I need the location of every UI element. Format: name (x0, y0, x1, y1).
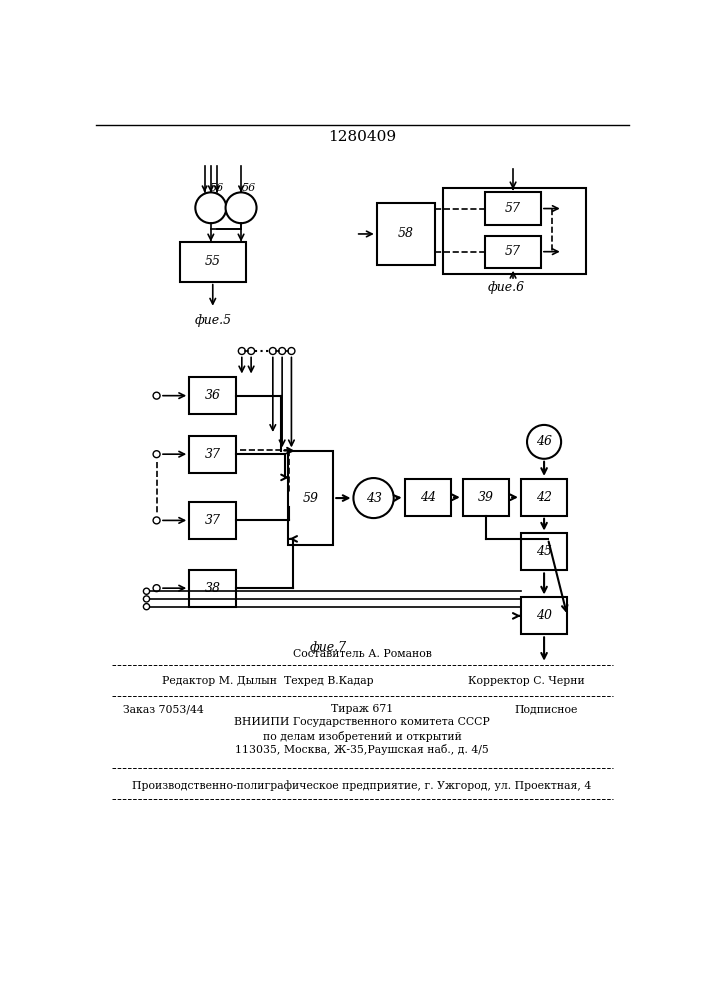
Bar (180, 242, 246, 282)
Text: фие.6: фие.6 (488, 281, 525, 294)
Circle shape (144, 596, 150, 602)
Text: 56: 56 (210, 183, 224, 193)
Bar (521, 479, 567, 516)
Text: 58: 58 (398, 227, 414, 240)
Bar (288, 451, 333, 545)
Text: фие.5: фие.5 (194, 314, 231, 327)
Circle shape (153, 585, 160, 592)
Text: 59: 59 (303, 492, 319, 505)
Bar (485, 192, 541, 225)
Text: фие.7: фие.7 (310, 641, 347, 654)
Bar (462, 479, 509, 516)
Text: Заказ 7053/44: Заказ 7053/44 (123, 704, 204, 714)
Text: Составитель А. Романов: Составитель А. Романов (293, 649, 431, 659)
Circle shape (153, 451, 160, 458)
Bar (404, 479, 451, 516)
Bar (443, 188, 586, 274)
Text: Подписное: Подписное (514, 704, 578, 714)
Text: по делам изобретений и открытий: по делам изобретений и открытий (262, 730, 462, 742)
Bar (485, 235, 541, 268)
Text: 57: 57 (505, 245, 521, 258)
Text: 57: 57 (505, 202, 521, 215)
Text: 42: 42 (536, 491, 552, 504)
Circle shape (527, 425, 561, 459)
Text: Редактор М. Дылын: Редактор М. Дылын (162, 676, 277, 686)
Circle shape (279, 348, 286, 354)
Text: 46: 46 (536, 435, 552, 448)
Text: 37: 37 (204, 514, 221, 527)
Circle shape (153, 517, 160, 524)
Circle shape (226, 192, 257, 223)
Text: 38: 38 (204, 582, 221, 595)
Text: Производственно-полиграфическое предприятие, г. Ужгород, ул. Проектная, 4: Производственно-полиграфическое предприя… (132, 781, 592, 791)
Text: 37: 37 (204, 448, 221, 461)
Text: 55: 55 (205, 255, 221, 268)
Text: ВНИИПИ Государственного комитета СССР: ВНИИПИ Государственного комитета СССР (234, 717, 490, 727)
Bar (189, 502, 235, 539)
Circle shape (288, 348, 295, 354)
Text: 113035, Москва, Ж-35,Раушская наб., д. 4/5: 113035, Москва, Ж-35,Раушская наб., д. 4… (235, 744, 489, 755)
Circle shape (153, 392, 160, 399)
Text: 56: 56 (242, 183, 256, 193)
Text: 36: 36 (204, 389, 221, 402)
Circle shape (247, 348, 255, 354)
Circle shape (354, 478, 394, 518)
Text: 45: 45 (536, 545, 552, 558)
Text: 40: 40 (536, 609, 552, 622)
Circle shape (144, 604, 150, 610)
Bar (521, 533, 567, 570)
Circle shape (195, 192, 226, 223)
Bar (521, 597, 567, 634)
Bar (189, 377, 235, 414)
Text: 1280409: 1280409 (328, 130, 396, 144)
Circle shape (269, 348, 276, 354)
Text: Корректор С. Черни: Корректор С. Черни (468, 676, 585, 686)
Text: Техред В.Кадар: Техред В.Кадар (284, 676, 373, 686)
Text: 44: 44 (420, 491, 436, 504)
Circle shape (144, 588, 150, 594)
Text: 43: 43 (366, 492, 382, 505)
Circle shape (238, 348, 245, 354)
Text: Тираж 671: Тираж 671 (331, 704, 393, 714)
Bar (377, 203, 435, 265)
Text: 39: 39 (478, 491, 494, 504)
Bar (189, 570, 235, 607)
Bar (189, 436, 235, 473)
